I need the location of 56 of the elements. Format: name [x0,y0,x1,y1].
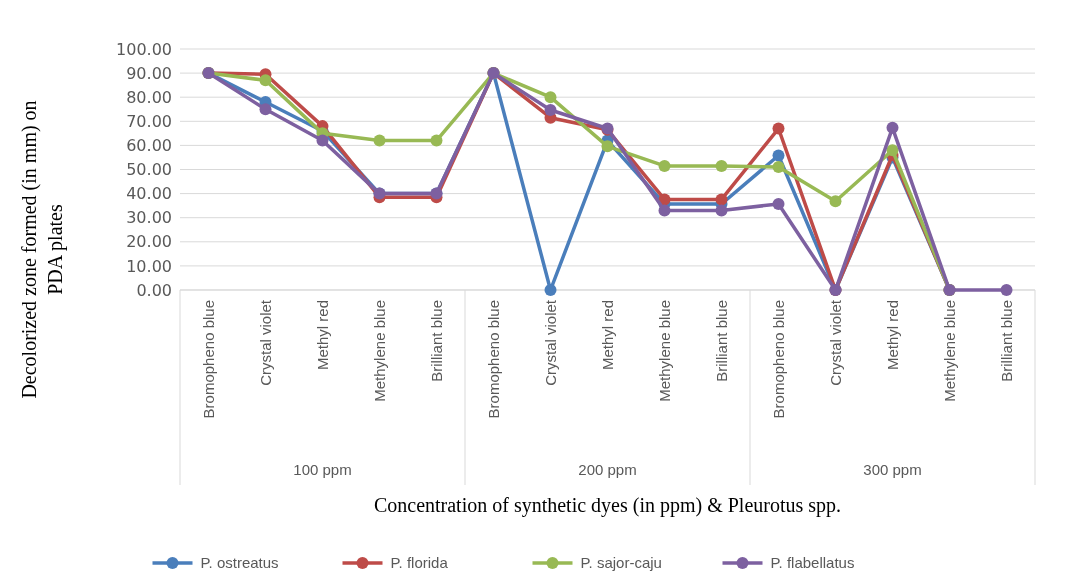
text: 200 ppm [578,461,637,478]
x-tick-label: Bromopheno blue [199,300,217,419]
y-axis-title: Decolorized zone formed (in mm) on PDA plates [18,100,67,399]
y-tick-label: 20.00 [126,232,172,252]
point [772,197,785,210]
text: 300 ppm [863,461,922,478]
y-tick-label: 30.00 [126,208,172,228]
x-tick-label: Crystal violet [826,299,844,386]
x-tick-label: Crystal violet [256,299,274,386]
y-tick-label: 60.00 [126,136,172,155]
x-tick-label: Brilliant blue [427,300,445,382]
y-tick-label: 90.00 [126,63,172,83]
text: 100 ppm [293,461,352,478]
y-tick-label: 100.00 [116,39,172,59]
x-tick-label: Brilliant blue [712,300,730,382]
point [430,134,443,147]
point [772,149,785,162]
x-axis-title: Concentration of synthetic dyes (in ppm) & Pleurotus spp. [373,494,842,517]
point [544,284,557,296]
point [886,121,899,134]
x-tick-label: Brilliant blue [997,300,1015,382]
point [373,134,386,147]
y-tick-label: 40.00 [126,184,172,204]
x-tick-label: Methylene blue [940,300,958,402]
point [715,204,728,217]
x-tick-label: Methyl red [598,300,616,371]
legend-label: P. ostreatus [200,554,279,572]
point [658,159,671,172]
y-tick-label: 80.00 [126,87,172,107]
point [259,103,272,116]
point [715,159,728,172]
x-tick-label: Bromopheno blue [769,300,787,419]
point [259,74,272,87]
x-tick-label: Methyl red [313,300,331,371]
point [886,144,899,157]
legend-label: P. flabellatus [770,554,855,572]
point [601,140,614,153]
x-tick-label: Methyl red [883,300,901,371]
legend-label: P. sajor-caju [580,554,662,572]
point [1000,284,1013,296]
x-tick-label: Bromopheno blue [484,300,502,419]
point [544,91,557,104]
point [316,134,329,147]
legend-label: P. florida [390,554,449,572]
y-tick-label: 70.00 [126,111,172,131]
y-tick-label: 0.00 [136,280,172,300]
y-tick-label: 10.00 [126,256,172,276]
point [829,195,842,208]
y-tick-label: 50.00 [126,160,172,180]
x-tick-label: Crystal violet [541,299,559,386]
point [715,193,728,206]
point [544,103,557,116]
point [772,122,785,135]
x-tick-label: Methylene blue [370,300,388,402]
x-tick-label: Methylene blue [655,300,673,402]
point [772,161,785,174]
